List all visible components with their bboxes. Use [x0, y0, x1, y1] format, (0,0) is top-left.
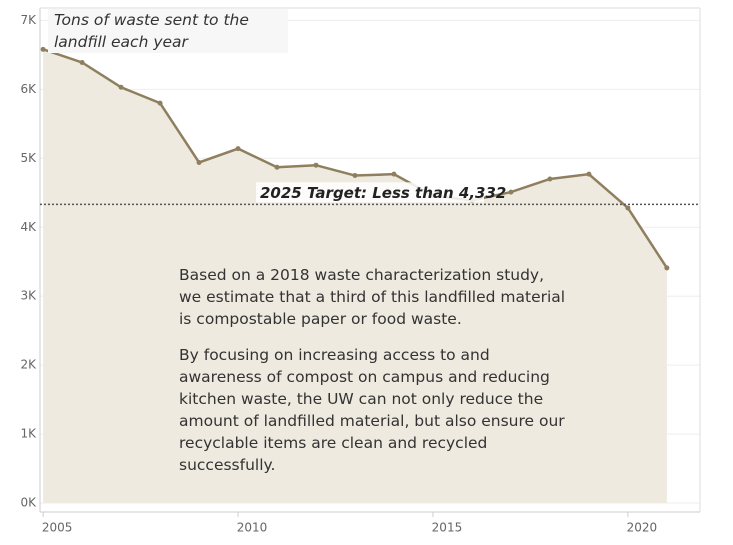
- point: [586, 171, 592, 177]
- point: [157, 100, 163, 106]
- x-tick-label: 2015: [432, 521, 463, 535]
- annotation: By focusing on increasing access to and …: [179, 346, 565, 474]
- y-tick-label: 7K: [20, 13, 37, 27]
- point: [547, 176, 553, 182]
- y-tick-label: 3K: [20, 289, 37, 303]
- point: [352, 173, 358, 179]
- point: [625, 205, 631, 211]
- point: [235, 146, 241, 152]
- y-tick-label: 5K: [20, 151, 37, 165]
- y-tick-label: 2K: [20, 358, 37, 372]
- y-tick-label: 4K: [20, 220, 37, 234]
- target-label: 2025 Target: Less than 4,332: [260, 184, 506, 202]
- title-box: Tons of waste sent to the landfill each …: [48, 9, 288, 53]
- x-tick-label: 2020: [627, 521, 658, 535]
- chart-title: Tons of waste sent to the landfill each …: [48, 9, 288, 53]
- y-tick-label: 6K: [20, 82, 37, 96]
- point: [391, 171, 397, 177]
- point: [196, 159, 202, 165]
- point: [508, 189, 514, 195]
- annotation-box: Based on a 2018 waste characterization s…: [179, 266, 566, 474]
- y-tick-label: 1K: [20, 427, 37, 441]
- point: [79, 59, 85, 65]
- y-tick-label: 0K: [20, 496, 37, 510]
- point: [40, 46, 46, 52]
- point: [118, 84, 124, 90]
- point: [313, 162, 319, 168]
- x-tick-label: 2010: [237, 521, 268, 535]
- target-label-bg: [256, 182, 484, 203]
- annotation: Based on a 2018 waste characterization s…: [179, 266, 566, 328]
- point: [664, 265, 670, 271]
- point: [274, 164, 280, 170]
- x-tick-label: 2005: [42, 521, 73, 535]
